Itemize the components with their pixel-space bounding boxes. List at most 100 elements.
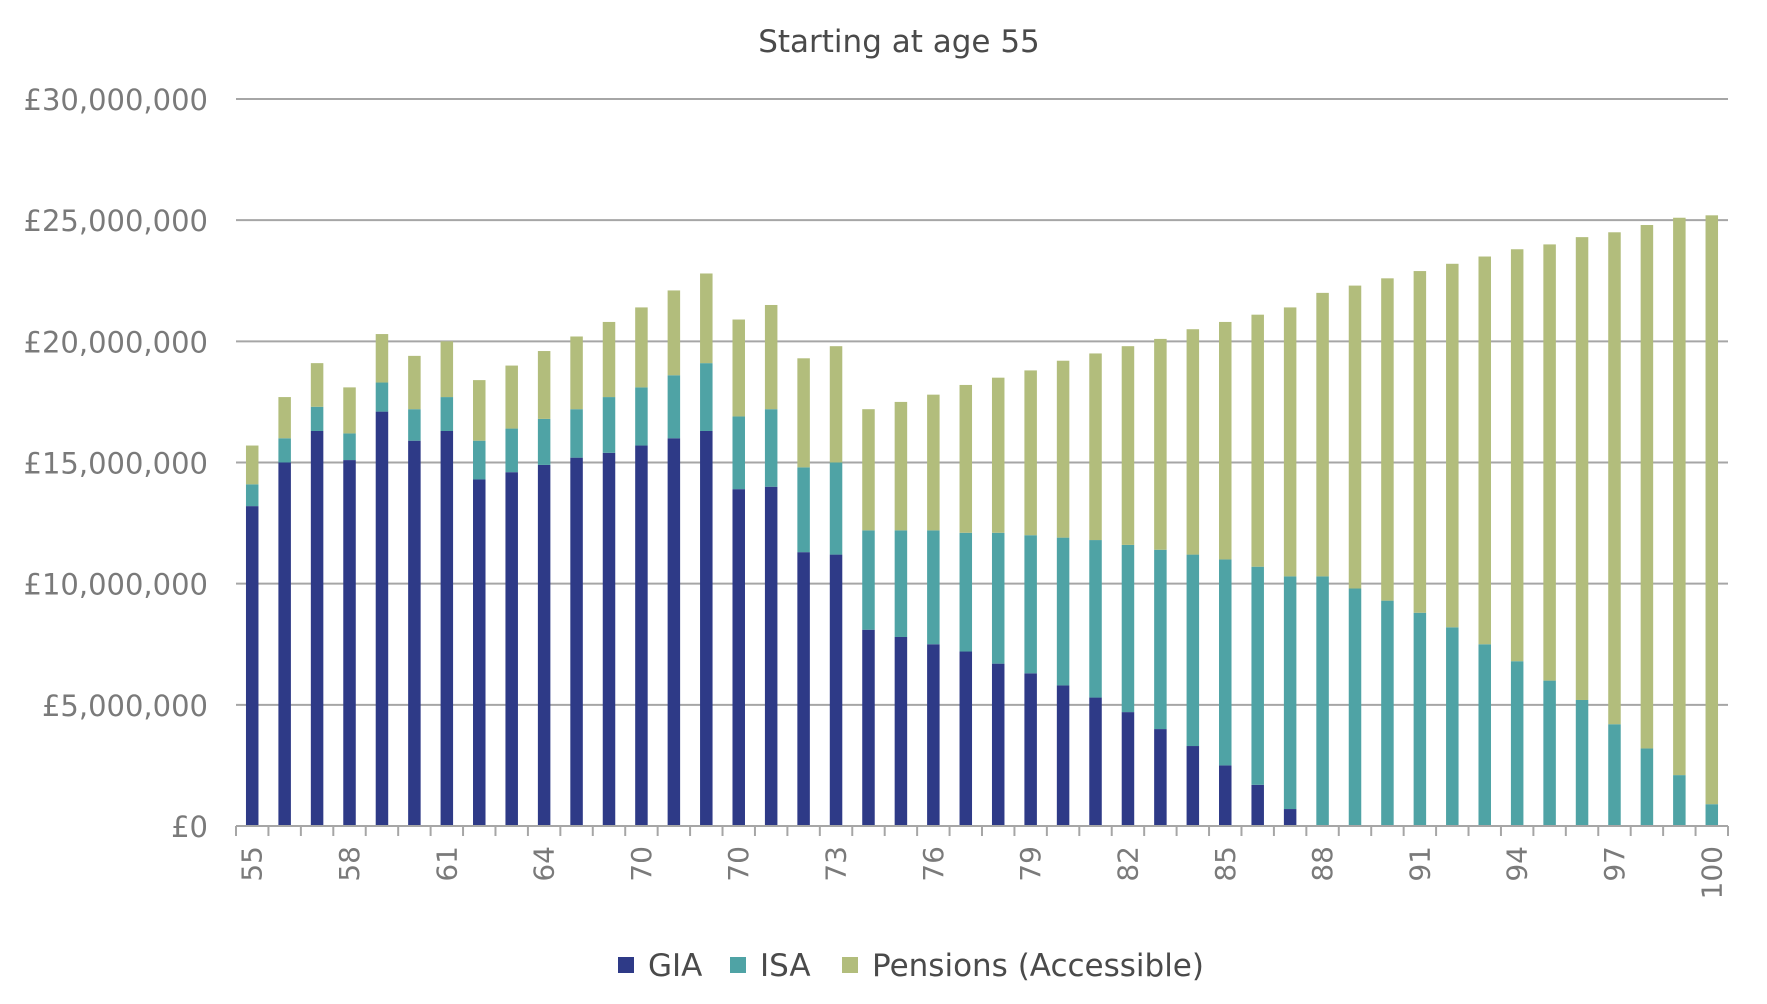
- bar-segment-pensions-accessible-83: [1154, 338, 1167, 550]
- bar-segment-isa-85: [1219, 559, 1232, 766]
- bar-segment-gia-75: [894, 636, 908, 826]
- legend-label: ISA: [760, 948, 811, 984]
- bar-segment-isa-56: [278, 438, 291, 463]
- bar-segment-pensions-accessible-75: [894, 401, 908, 531]
- bar-segment-gia-71: [764, 486, 778, 826]
- bar-segment-isa-87: [1283, 576, 1297, 810]
- bar-segment-isa-70: [732, 416, 745, 490]
- bar-segment-gia-57: [310, 431, 324, 826]
- bar-segment-gia-55: [245, 506, 259, 826]
- bar-segment-gia-65: [570, 457, 583, 826]
- bar-segment-gia-58: [343, 460, 356, 826]
- y-tick-label: £0: [171, 810, 208, 844]
- bar-segment-pensions-accessible-63: [505, 365, 518, 429]
- bar-segment-pensions-accessible-77: [959, 384, 973, 533]
- bar-segment-gia-78: [991, 663, 1005, 826]
- bar-segment-isa-75: [894, 530, 908, 637]
- bar-segment-pensions-accessible-78: [991, 377, 1005, 533]
- bar-segment-isa-71: [764, 409, 778, 487]
- bar-segment-isa-72: [797, 467, 810, 553]
- y-tick-label: £15,000,000: [24, 447, 209, 481]
- bar-segment-pensions-accessible-76: [927, 394, 940, 531]
- bar-segment-pensions-accessible-73: [829, 346, 843, 463]
- bar-segment-isa-73: [829, 462, 843, 555]
- bar-segment-isa-58: [343, 433, 356, 461]
- bar-segment-isa-57: [310, 406, 324, 431]
- x-tick-label: 88: [1306, 846, 1339, 882]
- y-tick-label: £30,000,000: [24, 83, 209, 117]
- bar-segment-pensions-accessible-99: [1673, 217, 1686, 776]
- bar-segment-gia-81: [1089, 697, 1102, 826]
- legend-swatch-isa: [730, 957, 746, 973]
- bar-segment-pensions-accessible-68: [667, 290, 681, 376]
- bar-segment-gia-69: [700, 431, 713, 826]
- bar-segment-isa-90: [1381, 600, 1394, 826]
- x-tick-label: 55: [236, 846, 269, 882]
- bar-segment-gia-76: [927, 644, 940, 826]
- bar-segment-isa-96: [1575, 699, 1589, 826]
- bar-segment-pensions-accessible-55: [245, 445, 259, 485]
- bar-segment-isa-62: [473, 440, 486, 480]
- bar-segment-gia-79: [1024, 673, 1037, 826]
- legend: GIA ISA Pensions (Accessible): [618, 948, 1204, 984]
- bar-segment-gia-82: [1121, 712, 1135, 826]
- bar-segment-gia-80: [1056, 685, 1070, 826]
- bar-segment-gia-66: [602, 452, 616, 826]
- bar-segment-pensions-accessible-87: [1283, 307, 1297, 577]
- bar-segment-pensions-accessible-89: [1348, 285, 1362, 589]
- bar-segment-isa-55: [245, 484, 259, 507]
- bar-segment-isa-86: [1251, 566, 1264, 785]
- bar-segment-isa-89: [1348, 588, 1362, 826]
- bar-segment-isa-67: [635, 387, 648, 446]
- bar-segment-pensions-accessible-69: [700, 273, 713, 364]
- bar-segment-isa-93: [1478, 644, 1491, 826]
- bar-segment-pensions-accessible-58: [343, 387, 356, 434]
- bar-segment-isa-65: [570, 409, 583, 458]
- x-axis: 55 58 61 64 70 70 73 76 79 82 85 88 91 94 97 100: [235, 825, 1729, 899]
- legend-swatch-pensions-accessible: [842, 957, 858, 973]
- bar-segment-gia-74: [862, 629, 875, 826]
- bar-segment-pensions-accessible-80: [1056, 360, 1070, 538]
- bar-segment-pensions-accessible-67: [635, 307, 648, 388]
- bar-segment-isa-68: [667, 375, 681, 439]
- bar-segment-pensions-accessible-65: [570, 336, 583, 410]
- x-tick-label: 70: [722, 846, 755, 882]
- bar-segment-pensions-accessible-95: [1543, 244, 1556, 681]
- bar-segment-pensions-accessible-59: [375, 334, 389, 383]
- bar-segment-isa-94: [1510, 661, 1524, 826]
- y-axis-tick-labels: £0 £5,000,000 £10,000,000 £15,000,000 £20,00…: [24, 83, 209, 844]
- bar-segment-isa-92: [1446, 627, 1459, 826]
- bar-segment-pensions-accessible-66: [602, 321, 616, 398]
- legend-swatch-gia: [618, 957, 634, 973]
- bar-segment-gia-61: [440, 431, 454, 826]
- bar-segment-pensions-accessible-97: [1608, 232, 1621, 725]
- bar-segment-isa-77: [959, 532, 973, 652]
- bar-segment-pensions-accessible-93: [1478, 256, 1491, 645]
- bar-segment-pensions-accessible-88: [1316, 292, 1329, 577]
- bars: [245, 215, 1719, 826]
- x-tick-label: 76: [917, 846, 950, 882]
- bar-segment-gia-77: [959, 651, 973, 826]
- bar-segment-pensions-accessible-85: [1219, 321, 1232, 560]
- x-tick-label: 73: [820, 846, 853, 882]
- y-tick-label: £25,000,000: [24, 204, 209, 238]
- bar-segment-gia-59: [375, 411, 389, 826]
- bar-segment-gia-87: [1283, 809, 1297, 826]
- bar-segment-gia-84: [1186, 746, 1200, 826]
- bar-segment-isa-82: [1121, 544, 1135, 713]
- bar-segment-gia-63: [505, 472, 518, 826]
- bar-segment-gia-62: [473, 479, 486, 826]
- bar-segment-isa-63: [505, 428, 518, 473]
- bar-segment-pensions-accessible-94: [1510, 249, 1524, 662]
- bar-segment-gia-67: [635, 445, 648, 826]
- bar-segment-isa-95: [1543, 680, 1556, 826]
- bar-segment-pensions-accessible-61: [440, 341, 454, 398]
- y-tick-label: £20,000,000: [24, 325, 209, 359]
- bar-segment-isa-60: [408, 409, 421, 441]
- bar-segment-isa-79: [1024, 535, 1037, 674]
- bar-segment-pensions-accessible-56: [278, 397, 291, 439]
- bar-segment-isa-99: [1673, 775, 1686, 826]
- x-tick-label: 70: [625, 846, 658, 882]
- bar-segment-pensions-accessible-71: [764, 304, 778, 410]
